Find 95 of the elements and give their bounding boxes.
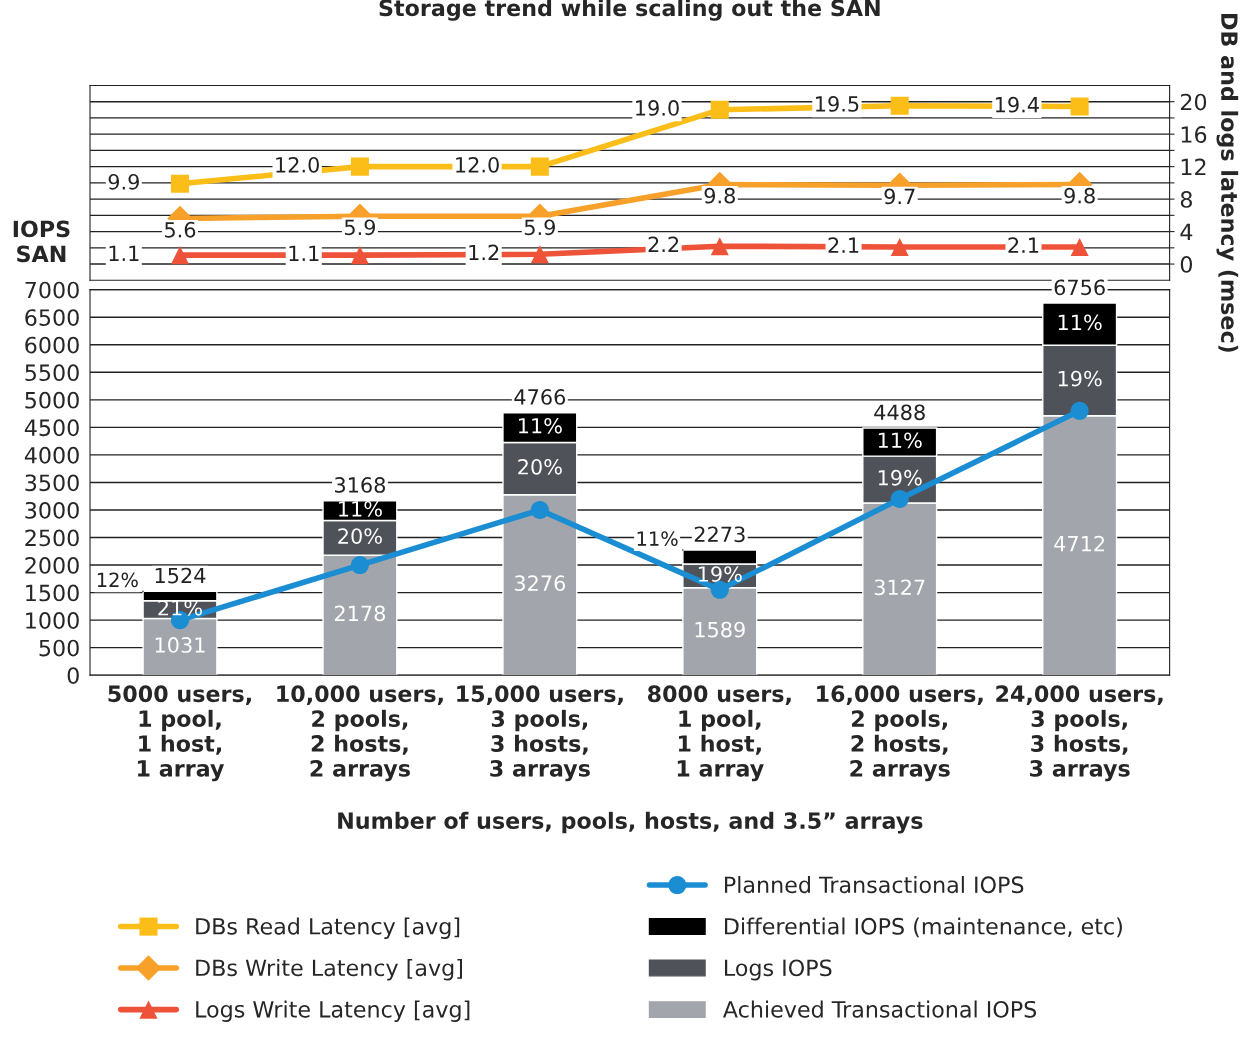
data-label: 1.1 [289, 245, 319, 261]
data-label: 3276 [514, 575, 566, 592]
annotation: 11% [339, 500, 382, 517]
x-tick-label: 24,000 users, 3 pools, 3 hosts, 3 arrays [996, 685, 1163, 782]
legend-label: Logs Write Latency [avg] [196, 1000, 470, 1022]
x-tick-label: 5000 users, 1 pool, 1 host, 1 array [108, 685, 251, 782]
y-tick-label: 20 [1180, 93, 1207, 111]
data-label: 2.1 [828, 237, 859, 253]
legend-label: DBs Read Latency [avg] [196, 917, 460, 939]
data-label: 1031 [155, 637, 205, 653]
point [170, 174, 190, 193]
point [710, 237, 729, 256]
annotation: 20% [338, 528, 382, 544]
y-tick-label: 1500 [26, 584, 79, 602]
data-label: 9.8 [1064, 187, 1095, 204]
point [1070, 401, 1089, 420]
y-tick-label: 5500 [25, 364, 79, 382]
y-tick-label: 500 [39, 639, 79, 657]
data-label: 2.2 [648, 236, 679, 252]
y-tick-label: 3000 [25, 501, 79, 519]
point [1070, 237, 1089, 257]
annotation: 11% [878, 432, 922, 449]
data-label: 1.1 [109, 245, 139, 261]
y-tick-label: 2500 [25, 529, 79, 547]
data-label: 1589 [695, 621, 745, 638]
data-label: 9.8 [704, 187, 735, 204]
data-label: 1.2 [469, 244, 499, 261]
point [710, 100, 729, 119]
y-tick-label: 0 [67, 667, 79, 684]
point [350, 157, 369, 176]
data-label: 9.7 [884, 188, 915, 205]
total-label: 2273 [694, 526, 745, 543]
annotation: 20% [518, 458, 562, 475]
point [890, 237, 909, 257]
point [170, 246, 190, 265]
y-tick-label: 6000 [25, 336, 79, 354]
y-tick-label: 6500 [25, 309, 79, 326]
point [530, 157, 549, 176]
data-label: 19.0 [636, 100, 679, 116]
data-label: 4712 [1054, 535, 1105, 552]
point [890, 96, 909, 115]
annotation: 19% [698, 566, 742, 582]
x-axis-title: Number of users, pools, hosts, and 3.5” arrays [338, 811, 923, 834]
data-label: 19.5 [816, 96, 859, 112]
point [1070, 97, 1089, 116]
annotation: 19% [1058, 370, 1102, 387]
total-label: 4488 [874, 404, 925, 421]
legend-label: Logs IOPS [725, 959, 832, 981]
annotation: 19% [878, 469, 922, 486]
point [350, 556, 369, 575]
data-label: 5.9 [344, 219, 376, 236]
y-tick-label: 16 [1181, 126, 1207, 143]
y-tick-label: 0 [1180, 256, 1192, 273]
data-label: 5.9 [524, 219, 555, 236]
data-label: 5.6 [165, 221, 196, 238]
y-tick-label: 12 [1181, 158, 1206, 176]
point [530, 245, 549, 264]
x-tick-label: 10,000 users, 2 pools, 2 hosts, 2 arrays [277, 685, 443, 782]
total-label: 6756 [1054, 279, 1105, 296]
legend-label: Differential IOPS (maintenance, etc) [725, 917, 1122, 938]
annotation: 12% [97, 572, 138, 588]
y-tick-label: 4 [1180, 223, 1193, 241]
x-tick-label: 16,000 users, 2 pools, 2 hosts, 2 arrays [817, 685, 983, 782]
y2-axis-title: DB and logs latency (msec) [1216, 14, 1239, 352]
y-tick-label: 8 [1180, 191, 1192, 208]
total-label: 1524 [155, 567, 206, 584]
y-tick-label: 7000 [25, 281, 79, 299]
y-tick-label: 4500 [24, 419, 79, 437]
annotation: 11% [637, 531, 678, 546]
y-tick-label: 4000 [24, 446, 79, 464]
data-label: 12.0 [276, 156, 319, 173]
y-axis-title: IOPS SAN [13, 220, 70, 263]
y-tick-label: 2000 [25, 557, 79, 574]
legend-label: Planned Transactional IOPS [725, 875, 1024, 894]
y-tick-label: 5000 [25, 391, 79, 409]
data-label: 2.1 [1008, 237, 1039, 253]
total-label: 3168 [334, 477, 385, 493]
data-label: 3127 [874, 579, 925, 596]
annotation: 11% [518, 417, 562, 434]
x-tick-label: 8000 users, 1 pool, 1 host, 1 array [647, 685, 791, 782]
point [890, 489, 909, 508]
chart-title: Storage trend while scaling out the SAN [379, 0, 880, 21]
y-tick-label: 3500 [25, 474, 79, 492]
point [350, 246, 369, 265]
y-tick-label: 1000 [26, 612, 79, 629]
point [530, 500, 549, 520]
legend-label: Achieved Transactional IOPS [723, 1000, 1037, 1018]
data-label: 19.4 [995, 96, 1039, 113]
total-label: 4766 [514, 389, 566, 405]
x-tick-label: 15,000 users, 3 pools, 3 hosts, 3 arrays [457, 685, 623, 782]
data-label: 12.0 [456, 156, 499, 173]
data-label: 9.9 [108, 173, 139, 190]
legend-label: DBs Write Latency [avg] [196, 958, 462, 981]
data-label: 2178 [334, 605, 385, 622]
annotation: 11% [1058, 314, 1102, 331]
